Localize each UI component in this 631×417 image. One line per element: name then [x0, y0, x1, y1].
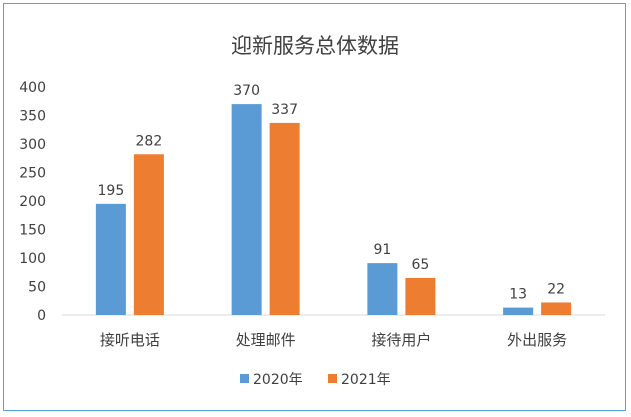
y-tick-label: 350 [19, 109, 46, 125]
bar [133, 154, 164, 315]
bar [367, 263, 398, 315]
legend-swatch [328, 374, 337, 383]
y-tick-label: 300 [19, 137, 46, 153]
bar [405, 277, 436, 315]
chart-title: 迎新服务总体数据 [231, 34, 399, 58]
data-label: 337 [271, 102, 298, 118]
data-label: 195 [98, 183, 125, 199]
y-tick-label: 200 [19, 194, 46, 210]
data-label: 65 [411, 257, 429, 273]
bar [541, 302, 572, 315]
legend-label: 2020年 [253, 372, 303, 388]
chart-frame [3, 3, 626, 411]
y-tick-label: 100 [19, 251, 46, 267]
y-tick-label: 0 [37, 308, 46, 324]
y-tick-label: 250 [19, 166, 46, 182]
data-label: 22 [547, 281, 565, 297]
x-tick-label: 外出服务 [507, 331, 567, 349]
bar [95, 203, 126, 315]
y-tick-label: 400 [19, 80, 46, 96]
bar [269, 122, 300, 315]
x-tick-label: 接待用户 [371, 331, 431, 349]
legend-swatch [240, 374, 249, 383]
y-tick-label: 150 [19, 223, 46, 239]
x-tick-label: 接听电话 [100, 331, 160, 349]
bar [503, 307, 534, 315]
data-label: 13 [509, 287, 527, 303]
data-label: 370 [233, 83, 260, 99]
legend-label: 2021年 [341, 372, 391, 388]
x-tick-label: 处理邮件 [236, 331, 296, 349]
data-label: 91 [373, 242, 391, 258]
y-tick-label: 50 [28, 280, 46, 296]
bar [231, 104, 262, 315]
data-label: 282 [136, 133, 163, 149]
